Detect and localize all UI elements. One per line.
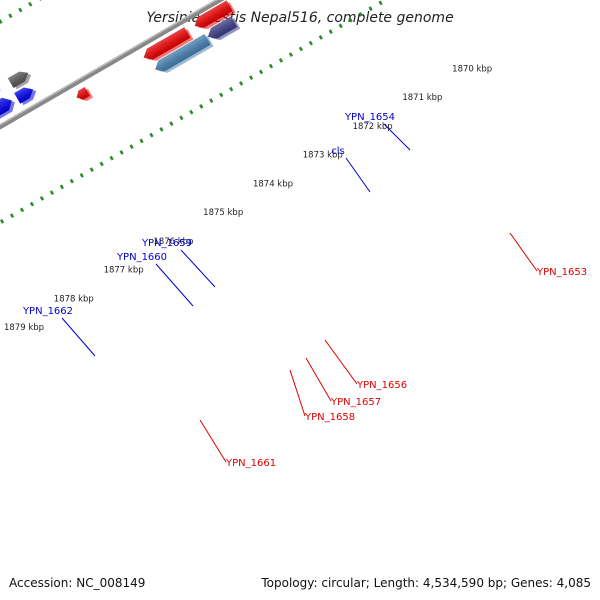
scale-labels: 1870 kbp 1871 kbp 1872 kbp 1873 kbp 1874 kbp… <box>4 64 492 333</box>
scale-tick <box>28 1 33 7</box>
gene-label: YPN_1658 <box>304 412 355 423</box>
scale-tick <box>109 155 114 161</box>
scale-tick <box>59 184 64 190</box>
gene-features <box>0 0 241 154</box>
label-leader-line <box>289 369 306 417</box>
scale-tick <box>149 132 154 138</box>
label-leader-line <box>305 357 332 402</box>
scale-tick <box>238 81 244 86</box>
scale-tick <box>179 115 184 121</box>
scale-tick <box>288 52 294 58</box>
label-leader-line <box>383 123 411 151</box>
scale-tick <box>49 190 55 196</box>
inner-tick-track <box>0 0 383 224</box>
label-leader-line <box>180 249 216 288</box>
outer-tick-track <box>0 0 43 24</box>
scale-label: 1876 kbp <box>153 237 193 247</box>
scale-tick <box>79 173 84 178</box>
scale-tick <box>199 104 204 109</box>
scale-label: 1874 kbp <box>253 179 293 189</box>
scale-tick <box>0 19 3 24</box>
scale-tick <box>318 35 323 40</box>
scale-tick <box>129 144 134 150</box>
label-leader-line <box>345 157 371 193</box>
scale-tick <box>308 40 313 46</box>
scale-tick <box>99 161 104 167</box>
scale-tick <box>258 69 264 75</box>
genome-backbone <box>0 0 600 443</box>
topology-label: Topology: circular; Length: 4,534,590 bp… <box>261 576 591 590</box>
scale-tick <box>378 0 383 6</box>
label-leader-line <box>509 232 538 272</box>
scale-tick <box>29 201 35 207</box>
gene-label: YPN_1659 <box>141 238 192 249</box>
scale-label: 1878 kbp <box>54 294 94 304</box>
scale-tick <box>328 29 333 35</box>
scale-label: 1870 kbp <box>452 64 492 74</box>
gene-arrow <box>0 97 12 152</box>
scale-tick <box>139 138 144 144</box>
scale-tick <box>189 109 194 115</box>
label-leader-line <box>61 317 96 357</box>
scale-tick <box>368 6 373 12</box>
scale-tick <box>348 17 353 23</box>
scale-tick <box>268 63 274 69</box>
gene-label: YPN_1653 <box>536 267 587 278</box>
gene-label: YPN_1656 <box>356 380 407 391</box>
scale-tick <box>248 75 254 81</box>
scale-tick <box>39 196 45 201</box>
scale-tick <box>38 0 43 1</box>
scale-tick <box>169 121 174 127</box>
gene-label: YPN_1654 <box>344 112 395 123</box>
scale-label: 1872 kbp <box>353 122 393 132</box>
scale-label: 1877 kbp <box>104 266 144 276</box>
scale-tick <box>209 98 214 104</box>
scale-label: 1873 kbp <box>303 151 343 161</box>
label-leader-line <box>155 263 194 307</box>
label-leader-line <box>199 419 227 463</box>
scale-tick <box>69 178 74 184</box>
scale-label: 1871 kbp <box>402 93 442 103</box>
scale-tick <box>18 7 23 13</box>
scale-tick <box>338 23 343 29</box>
scale-tick <box>219 92 224 98</box>
scale-tick <box>358 12 363 17</box>
scale-tick <box>298 46 304 52</box>
scale-tick <box>89 167 94 173</box>
backbone-line <box>0 0 600 443</box>
gene-label: YPN_1662 <box>22 306 73 317</box>
scale-tick <box>9 213 15 219</box>
gene-label: cls <box>331 146 345 157</box>
label-leader-line <box>324 339 358 385</box>
scale-tick <box>159 127 164 132</box>
scale-tick <box>278 58 284 63</box>
accession-label: Accession: NC_008149 <box>9 576 146 590</box>
scale-tick <box>0 219 5 224</box>
gene-label: YPN_1660 <box>116 252 167 263</box>
scale-tick <box>119 150 124 155</box>
scale-label: 1879 kbp <box>4 323 44 333</box>
scale-tick <box>19 207 25 213</box>
scale-tick <box>229 86 234 92</box>
gene-label: YPN_1657 <box>330 397 381 408</box>
scale-label: 1875 kbp <box>203 208 243 218</box>
scale-tick <box>8 13 13 19</box>
gene-label: YPN_1661 <box>225 458 276 469</box>
